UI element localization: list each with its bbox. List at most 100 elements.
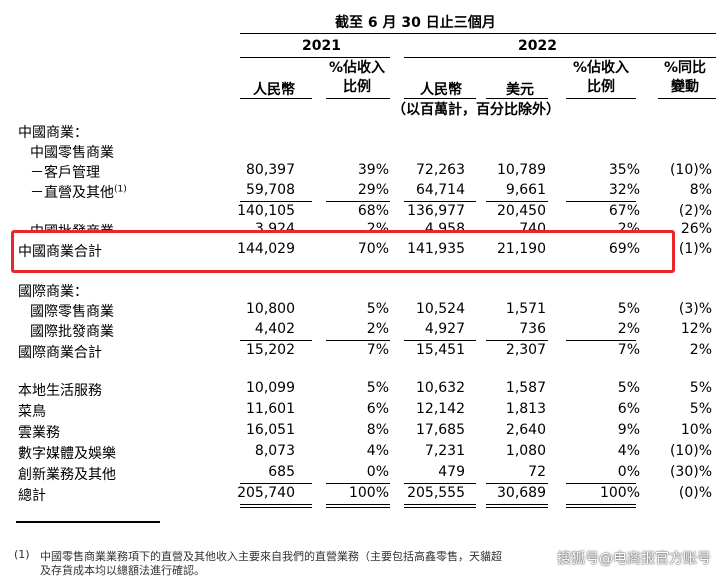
total-double-rule	[240, 507, 312, 508]
total-double-rule	[326, 507, 390, 508]
cell-pct-2021: 2%	[366, 321, 389, 337]
total-double-rule	[240, 504, 312, 505]
cell-pct-2022: 100%	[599, 485, 640, 501]
row-label: 菜鳥	[18, 404, 46, 420]
row-label: 數字媒體及娛樂	[18, 446, 116, 462]
footnote-ref: (1)	[114, 184, 127, 195]
table-row: 本地生活服務 10,099 5% 10,632 1,587 5% 5%	[0, 380, 727, 400]
col-pct-rev-2022-line1: %佔收入	[572, 60, 630, 76]
cell-yoy: 5%	[689, 380, 712, 396]
cell-usd-2022: 736	[519, 321, 546, 337]
subtotal-rule	[404, 340, 476, 341]
cell-rmb-2022: 64,714	[416, 182, 465, 198]
cell-pct-2022: 6%	[617, 401, 640, 417]
year-2021-underline	[240, 57, 390, 58]
cell-pct-2022: 4%	[617, 443, 640, 459]
cell-usd-2022: 9,661	[505, 182, 546, 198]
col-yoy: %同比 變動	[660, 59, 710, 97]
subtotal-rule	[240, 340, 312, 341]
cell-rmb-2022: 136,977	[407, 203, 465, 219]
subtotal-rule	[404, 201, 476, 202]
row-label: －客戶管理	[30, 165, 100, 181]
footnote-marker: (1)	[14, 548, 30, 561]
cell-rmb-2022: 479	[438, 464, 465, 480]
table-row: 數字媒體及娛樂 8,073 4% 7,231 1,080 4% (10)%	[0, 443, 727, 463]
col-pct-rev-2021-line1: %佔收入	[328, 60, 386, 76]
cell-pct-2022: 9%	[617, 422, 640, 438]
row-label: 國際零售商業	[30, 304, 114, 320]
cell-yoy: 12%	[680, 321, 712, 337]
row-label: 中國批發商業	[30, 224, 114, 233]
col-pct-rev-2021-line2: 比例	[343, 79, 371, 95]
cell-yoy: (3)%	[678, 301, 712, 317]
cell-rmb-2022: 17,685	[416, 422, 465, 438]
col-usd-2022: 美元	[506, 82, 534, 98]
highlight-box	[11, 230, 675, 273]
cell-usd-2022: 72	[528, 464, 546, 480]
cell-rmb-2021: 15,202	[246, 342, 295, 358]
cell-yoy: (1)%	[678, 241, 712, 257]
cell-rmb-2022: 205,555	[407, 485, 465, 501]
period-title-underline	[240, 33, 716, 34]
table-row: 國際商業：	[0, 281, 727, 301]
col-yoy-underline	[658, 98, 716, 99]
cell-pct-2021: 70%	[357, 241, 389, 257]
cell-pct-2021: 7%	[366, 342, 389, 358]
col-yoy-line1: %同比	[663, 60, 707, 76]
cell-yoy: 10%	[680, 422, 712, 438]
row-label: 國際商業：	[18, 284, 88, 300]
cell-pct-2021: 39%	[357, 162, 389, 178]
cell-usd-2022: 21,190	[497, 241, 546, 257]
row-label: 國際批發商業	[30, 324, 114, 340]
year-2022-header: 2022	[518, 38, 557, 54]
col-rmb-2021-underline	[240, 98, 312, 99]
table-row: 總計 205,740 100% 205,555 30,689 100% (0)%	[0, 485, 727, 505]
row-label: 中國商業合計	[18, 244, 102, 260]
cell-rmb-2022: 141,935	[407, 241, 465, 257]
cell-pct-2021: 4%	[366, 443, 389, 459]
row-label: 雲業務	[18, 425, 60, 441]
col-pct-rev-2022-line2: 比例	[587, 79, 615, 95]
table-row: 雲業務 16,051 8% 17,685 2,640 9% 10%	[0, 422, 727, 442]
cell-pct-2022: 35%	[608, 162, 640, 178]
cell-yoy: (0)%	[678, 485, 712, 501]
table-row: 國際零售商業 10,800 5% 10,524 1,571 5% (3)%	[0, 301, 727, 321]
cell-yoy: 5%	[689, 401, 712, 417]
subtotal-rule	[566, 340, 636, 341]
cell-usd-2022: 2,307	[505, 342, 546, 358]
table-row: 中國零售商業	[0, 142, 727, 162]
cell-usd-2022: 30,689	[497, 485, 546, 501]
total-rule	[240, 483, 312, 484]
total-double-rule	[486, 504, 548, 505]
subtotal-rule	[326, 340, 390, 341]
row-label: －直營及其他(1)	[30, 182, 127, 202]
cell-rmb-2021: 8,073	[254, 443, 295, 459]
total-rule	[566, 483, 636, 484]
col-rmb-2022: 人民幣	[420, 82, 462, 98]
table-row: 國際商業合計 15,202 7% 15,451 2,307 7% 2%	[0, 342, 727, 362]
table-row: 菜鳥 11,601 6% 12,142 1,813 6% 5%	[0, 401, 727, 421]
year-2021-header: 2021	[302, 38, 341, 54]
total-double-rule	[566, 507, 636, 508]
cell-usd-2022: 10,789	[497, 162, 546, 178]
cell-rmb-2021: 10,800	[246, 301, 295, 317]
table-row: 140,105 68% 136,977 20,450 67% (2)%	[0, 203, 727, 223]
table-row: 中國商業：	[0, 122, 727, 142]
table-row: －客戶管理 80,397 39% 72,263 10,789 35% (10)%	[0, 162, 727, 182]
subtotal-rule	[240, 201, 312, 202]
col-pct-rev-2022: %佔收入 比例	[570, 59, 632, 97]
total-double-rule	[326, 504, 390, 505]
subtotal-rule	[326, 201, 390, 202]
col-yoy-line2: 變動	[671, 79, 699, 95]
cell-rmb-2021: 685	[268, 464, 295, 480]
table-row-highlighted: 中國商業合計 144,029 70% 141,935 21,190 69% (1…	[0, 241, 727, 261]
cell-yoy: 8%	[689, 182, 712, 198]
cell-pct-2021: 8%	[366, 422, 389, 438]
cell-yoy: (2)%	[678, 203, 712, 219]
footnote-line-2: 及存貨成本均以總額法進行確認。	[40, 564, 205, 577]
total-double-rule	[404, 507, 476, 508]
cell-pct-2021: 100%	[348, 485, 389, 501]
total-double-rule	[566, 504, 636, 505]
year-2022-underline	[404, 57, 716, 58]
total-rule	[326, 483, 390, 484]
